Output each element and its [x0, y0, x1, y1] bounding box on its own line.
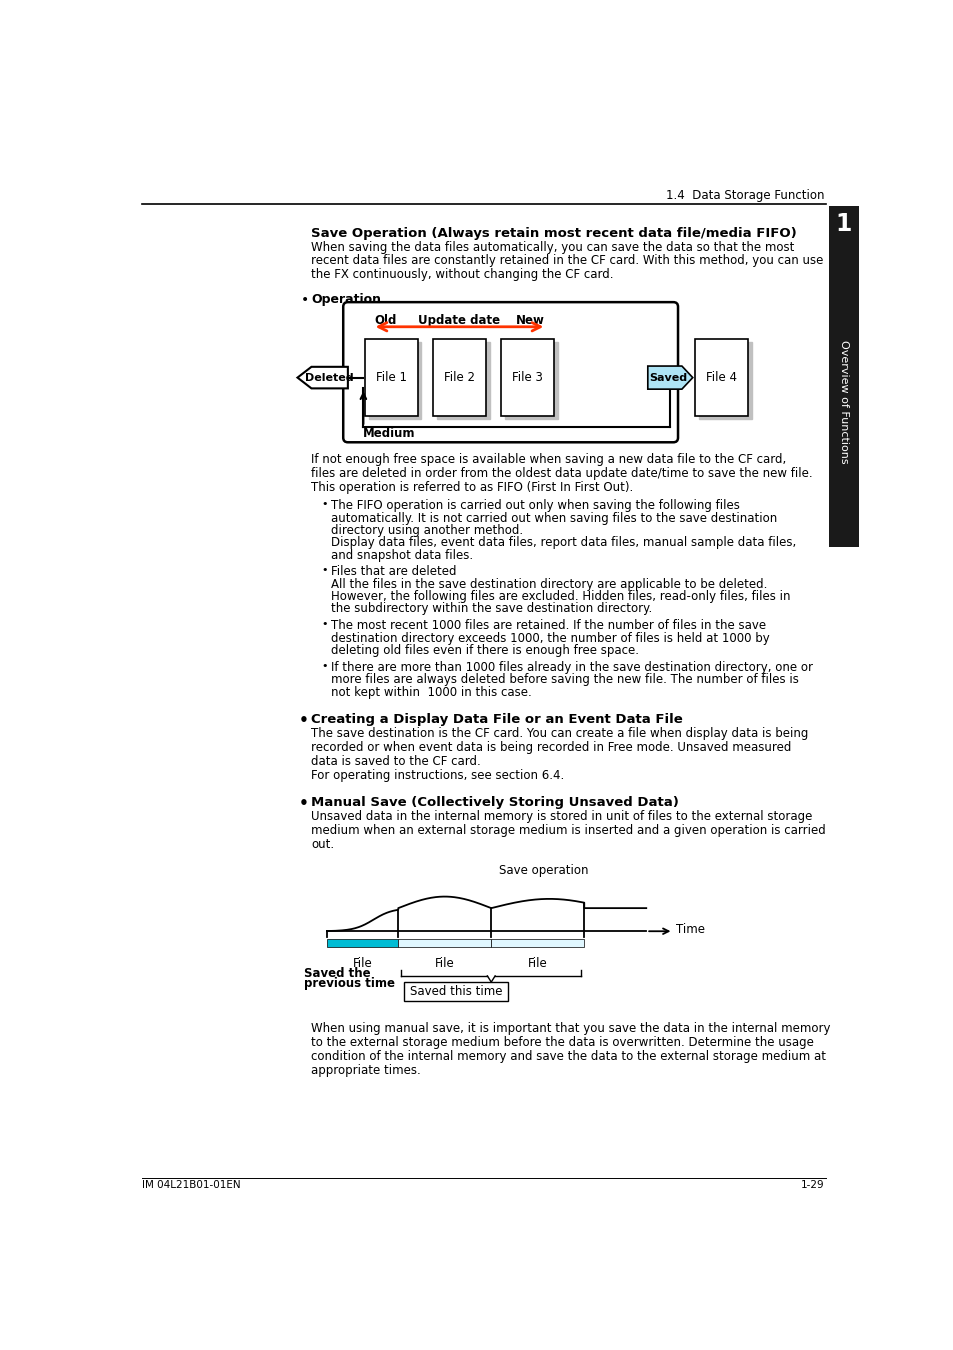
Text: New: New — [516, 315, 544, 328]
Text: When saving the data files automatically, you can save the data so that the most: When saving the data files automatically… — [311, 240, 794, 254]
Text: the subdirectory within the save destination directory.: the subdirectory within the save destina… — [331, 602, 652, 616]
Text: and snapshot data files.: and snapshot data files. — [331, 548, 473, 562]
Text: not kept within  1000 in this case.: not kept within 1000 in this case. — [331, 686, 531, 698]
Bar — [505, 342, 558, 420]
Text: Unsaved data in the internal memory is stored in unit of files to the external s: Unsaved data in the internal memory is s… — [311, 810, 812, 824]
Text: IM 04L21B01-01EN: IM 04L21B01-01EN — [142, 1180, 241, 1189]
Text: Saved the: Saved the — [303, 967, 370, 980]
Text: more files are always deleted before saving the new file. The number of files is: more files are always deleted before sav… — [331, 674, 798, 686]
Text: File 1: File 1 — [375, 371, 406, 385]
Text: •: • — [321, 500, 328, 509]
Text: automatically. It is not carried out when saving files to the save destination: automatically. It is not carried out whe… — [331, 512, 777, 525]
Text: This operation is referred to as FIFO (First In First Out).: This operation is referred to as FIFO (F… — [311, 481, 633, 494]
Bar — [491, 940, 583, 946]
Text: File 4: File 4 — [705, 371, 736, 385]
Text: 1: 1 — [835, 212, 851, 236]
Bar — [369, 342, 421, 420]
Text: condition of the internal memory and save the data to the external storage mediu: condition of the internal memory and sav… — [311, 1050, 825, 1062]
Text: Deleted: Deleted — [305, 373, 354, 382]
Text: Old: Old — [374, 315, 396, 328]
Text: Saved: Saved — [649, 373, 687, 382]
Text: destination directory exceeds 1000, the number of files is held at 1000 by: destination directory exceeds 1000, the … — [331, 632, 769, 645]
Text: If there are more than 1000 files already in the save destination directory, one: If there are more than 1000 files alread… — [331, 662, 812, 674]
Bar — [828, 207, 858, 242]
Text: Operation: Operation — [311, 293, 381, 306]
Bar — [828, 207, 858, 547]
Text: All the files in the save destination directory are applicable to be deleted.: All the files in the save destination di… — [331, 578, 766, 591]
Text: File: File — [527, 957, 547, 971]
Text: out.: out. — [311, 838, 335, 850]
Text: recent data files are constantly retained in the CF card. With this method, you : recent data files are constantly retaine… — [311, 254, 823, 267]
Text: Files that are deleted: Files that are deleted — [331, 566, 456, 579]
Text: Creating a Display Data File or an Event Data File: Creating a Display Data File or an Event… — [311, 713, 682, 726]
Bar — [327, 940, 397, 946]
Text: However, the following files are excluded. Hidden files, read-only files, files : However, the following files are exclude… — [331, 590, 789, 603]
Bar — [365, 339, 417, 416]
Text: Manual Save (Collectively Storing Unsaved Data): Manual Save (Collectively Storing Unsave… — [311, 796, 679, 810]
Text: previous time: previous time — [303, 977, 395, 991]
Text: If not enough free space is available when saving a new data file to the CF card: If not enough free space is available wh… — [311, 454, 786, 466]
Text: Update date: Update date — [418, 315, 500, 328]
Text: Save operation: Save operation — [498, 864, 588, 878]
Text: For operating instructions, see section 6.4.: For operating instructions, see section … — [311, 768, 564, 782]
Text: •: • — [298, 713, 309, 728]
FancyBboxPatch shape — [343, 302, 678, 443]
Text: Saved this time: Saved this time — [410, 984, 502, 998]
Polygon shape — [647, 366, 692, 389]
Text: Time: Time — [675, 923, 704, 936]
Text: Save Operation (Always retain most recent data file/media FIFO): Save Operation (Always retain most recen… — [311, 227, 797, 240]
Text: medium when an external storage medium is inserted and a given operation is carr: medium when an external storage medium i… — [311, 825, 825, 837]
Text: Medium: Medium — [363, 427, 416, 440]
Text: deleting old files even if there is enough free space.: deleting old files even if there is enou… — [331, 644, 639, 657]
Text: The save destination is the CF card. You can create a file when display data is : The save destination is the CF card. You… — [311, 728, 808, 740]
Bar — [436, 342, 489, 420]
Text: The FIFO operation is carried out only when saving the following files: The FIFO operation is carried out only w… — [331, 500, 739, 512]
Polygon shape — [297, 367, 348, 389]
Text: data is saved to the CF card.: data is saved to the CF card. — [311, 755, 480, 768]
Bar — [500, 339, 554, 416]
Text: File: File — [353, 957, 372, 971]
Text: to the external storage medium before the data is overwritten. Determine the usa: to the external storage medium before th… — [311, 1035, 814, 1049]
Bar — [699, 342, 751, 420]
Text: When using manual save, it is important that you save the data in the internal m: When using manual save, it is important … — [311, 1022, 830, 1035]
Text: •: • — [300, 293, 309, 306]
Text: File 3: File 3 — [512, 371, 542, 385]
Text: files are deleted in order from the oldest data update date/time to save the new: files are deleted in order from the olde… — [311, 467, 812, 479]
Bar — [695, 339, 747, 416]
Bar — [433, 339, 485, 416]
Text: File: File — [435, 957, 455, 971]
Text: the FX continuously, without changing the CF card.: the FX continuously, without changing th… — [311, 269, 614, 281]
Text: appropriate times.: appropriate times. — [311, 1064, 421, 1077]
FancyBboxPatch shape — [404, 981, 508, 1000]
Text: 1.4  Data Storage Function: 1.4 Data Storage Function — [665, 189, 823, 202]
Text: Display data files, event data files, report data files, manual sample data file: Display data files, event data files, re… — [331, 536, 795, 549]
Text: The most recent 1000 files are retained. If the number of files in the save: The most recent 1000 files are retained.… — [331, 620, 765, 632]
Text: 1-29: 1-29 — [800, 1180, 823, 1189]
Text: •: • — [321, 566, 328, 575]
Text: recorded or when event data is being recorded in Free mode. Unsaved measured: recorded or when event data is being rec… — [311, 741, 791, 755]
Text: Overview of Functions: Overview of Functions — [838, 340, 848, 463]
Bar — [397, 940, 491, 946]
Text: •: • — [298, 796, 309, 811]
Text: •: • — [321, 620, 328, 629]
Text: directory using another method.: directory using another method. — [331, 524, 522, 537]
Text: •: • — [321, 662, 328, 671]
Text: File 2: File 2 — [443, 371, 475, 385]
